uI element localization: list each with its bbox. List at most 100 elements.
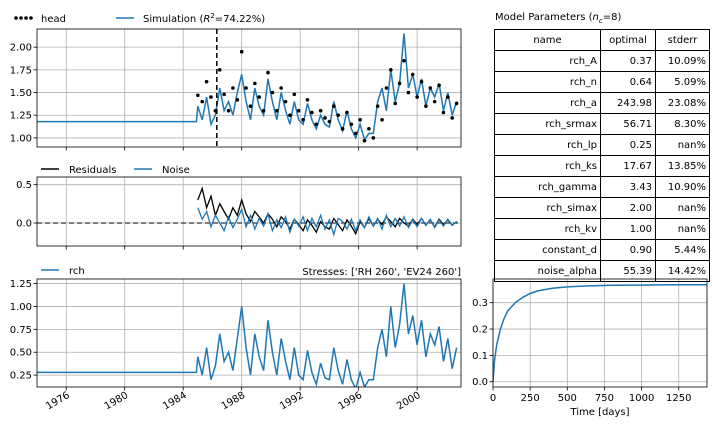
head-point [200, 99, 205, 104]
params-table-title: Model Parameters (nc=8) [495, 12, 622, 25]
param-name-cell: rch_simax [494, 197, 601, 219]
param-stderr-cell: nan% [655, 218, 710, 240]
head-point [371, 136, 376, 140]
head-point [318, 108, 323, 113]
step-xtick-label: 500 [558, 393, 577, 404]
head-point [332, 104, 336, 108]
params-row: rch_A 0.37 10.09% [494, 50, 710, 72]
param-optimal-cell: 2.00 [600, 197, 656, 219]
head-point [305, 98, 310, 102]
param-stderr-cell: 14.42% [655, 260, 710, 282]
head-point [274, 108, 279, 113]
rch-xtick-label: 1988 [220, 390, 248, 412]
head-point [446, 95, 450, 99]
head-panel-ytick-label: 1.00 [10, 133, 32, 144]
params-row: rch_n 0.64 5.09% [494, 71, 710, 93]
param-stderr-cell: 10.09% [655, 50, 710, 72]
rch-xtick-label: 1996 [337, 390, 365, 412]
head-point [397, 81, 402, 86]
legend-head-marker [19, 16, 23, 20]
head-point [441, 110, 446, 115]
col-header-stderr: stderr [655, 29, 710, 51]
head-point [288, 113, 292, 118]
head-point [310, 110, 314, 115]
step-response-line [493, 284, 707, 382]
rch-panel-frame [36, 278, 462, 388]
params-row: rch_simax 2.00 nan% [494, 197, 710, 219]
head-point [248, 104, 253, 108]
residuals-panel-ytick-label: 0.5 [16, 180, 32, 191]
param-optimal-cell: 0.64 [600, 71, 656, 93]
noise-line [197, 207, 458, 237]
head-point [253, 81, 257, 86]
head-point [296, 108, 301, 113]
rch-xtick-label: 2000 [395, 390, 423, 412]
params-row: rch_gamma 3.43 10.90% [494, 176, 710, 198]
head-point [432, 99, 437, 104]
head-point [358, 117, 362, 122]
param-name-cell: rch_lp [494, 134, 601, 156]
head-point [279, 86, 283, 90]
head-point [454, 101, 459, 106]
head-panel-ytick-label: 1.25 [10, 111, 32, 122]
head-point [380, 117, 384, 122]
step-panel-ytick-label: 0.0 [472, 377, 488, 388]
rch-xtick-label: 1992 [278, 390, 306, 412]
params-row: noise_alpha 55.39 14.42% [494, 260, 710, 282]
residuals-panel-ytick-label: 0.0 [16, 219, 32, 230]
param-name-cell: rch_srmax [494, 113, 601, 135]
head-point [244, 86, 248, 90]
params-row: rch_lp 0.25 nan% [494, 134, 710, 156]
head-point [437, 83, 441, 88]
head-point [257, 95, 262, 99]
head-point [292, 92, 297, 97]
param-optimal-cell: 0.37 [600, 50, 656, 72]
head-point [419, 79, 424, 84]
param-optimal-cell: 243.98 [600, 92, 656, 114]
head-point [270, 90, 275, 95]
step-panel-ytick-label: 0.1 [472, 351, 488, 362]
head-panel-ytick-label: 2.00 [10, 43, 32, 54]
step-xlabel: Time [days] [569, 407, 629, 418]
param-stderr-cell: 13.85% [655, 155, 710, 177]
head-point [393, 101, 398, 106]
param-optimal-cell: 0.90 [600, 239, 656, 261]
legend-head-label: head [41, 14, 66, 25]
param-name-cell: rch_a [494, 92, 601, 114]
param-optimal-cell: 1.00 [600, 218, 656, 240]
legend-rch-label: rch [69, 266, 85, 277]
head-point [345, 110, 349, 115]
param-stderr-cell: 5.44% [655, 239, 710, 261]
rch-panel-ytick-label: 0.75 [10, 325, 32, 336]
head-point [450, 116, 455, 120]
param-optimal-cell: 0.25 [600, 134, 656, 156]
step-xtick-label: 250 [521, 393, 540, 404]
head-point [266, 70, 270, 75]
legend-head-marker [14, 16, 18, 20]
param-stderr-cell: nan% [655, 197, 710, 219]
head-point [410, 72, 415, 77]
rch-line [37, 283, 458, 387]
head-point [231, 86, 235, 90]
params-row: constant_d 0.90 5.44% [494, 239, 710, 261]
param-name-cell: rch_n [494, 71, 601, 93]
head-point [349, 122, 354, 127]
simulation-line [37, 33, 458, 142]
legend-residuals-label: Residuals [69, 165, 116, 176]
head-point [261, 108, 266, 113]
residuals-panel-frame [36, 176, 462, 247]
legend-simulation-label: Simulation (R2=74.22%) [143, 12, 265, 25]
head-point [353, 131, 358, 136]
head-point [406, 90, 411, 95]
param-name-cell: constant_d [494, 239, 601, 261]
head-point [389, 68, 393, 72]
head-point [217, 68, 222, 72]
params-row: rch_a 243.98 23.08% [494, 92, 710, 114]
params-table: name optimal stderr rch_A 0.37 10.09% rch_n… [494, 29, 710, 282]
param-stderr-cell: 8.30% [655, 113, 710, 135]
params-row: rch_kv 1.00 nan% [494, 218, 710, 240]
head-point [301, 117, 305, 122]
col-header-optimal: optimal [600, 29, 656, 51]
legend-head-marker [29, 16, 33, 20]
